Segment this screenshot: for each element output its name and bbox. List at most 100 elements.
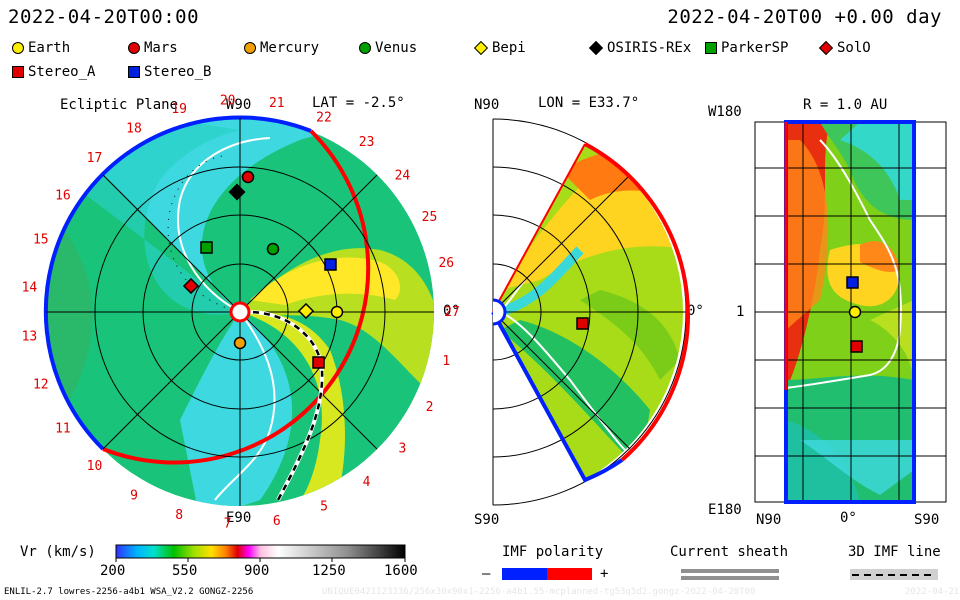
carrington-label: 25 xyxy=(422,210,438,225)
legend-parkersp: ParkerSP xyxy=(705,40,788,56)
colorbar-tick-1600: 1600 xyxy=(384,563,418,579)
legend-mars: Mars xyxy=(128,40,178,56)
mars-marker-icon xyxy=(128,42,140,54)
ecliptic-top-label: W90 xyxy=(226,97,252,113)
carrington-label: 21 xyxy=(269,96,285,111)
ecliptic-bottom-label: E90 xyxy=(226,510,252,526)
venus-marker-icon xyxy=(266,242,280,256)
carrington-label: 14 xyxy=(22,280,38,295)
legend-label: OSIRIS-REx xyxy=(607,40,692,56)
carrington-label: 11 xyxy=(55,422,71,437)
earth-marker-icon xyxy=(330,305,344,319)
ecliptic-right-label: 0° xyxy=(443,303,460,319)
carrington-label: 22 xyxy=(316,110,332,125)
stereo-b-marker-icon xyxy=(846,276,859,289)
legend-osiris-rex: OSIRIS-REx xyxy=(588,40,692,56)
stereo-a-marker-icon xyxy=(850,340,863,353)
carrington-label: 7 xyxy=(224,517,232,532)
datetime-label: 2022-04-20T00:00 xyxy=(8,6,200,28)
earth-marker-icon xyxy=(12,42,24,54)
legend-mercury: Mercury xyxy=(244,40,319,56)
colorbar-ticks xyxy=(115,558,406,562)
colorbar-tick-1250: 1250 xyxy=(312,563,346,579)
legend-label: ParkerSP xyxy=(721,40,789,56)
venus-marker-icon xyxy=(359,42,371,54)
carrington-label: 23 xyxy=(359,135,375,150)
carrington-label: 5 xyxy=(320,500,328,515)
legend-earth: Earth xyxy=(12,40,70,56)
stereo-b-marker-icon xyxy=(128,66,140,78)
legend-label: Venus xyxy=(375,40,418,56)
meridional-top-label: N90 xyxy=(474,97,500,113)
carrington-label: 3 xyxy=(398,441,406,456)
parker-marker-icon xyxy=(705,42,717,54)
stereo-a-marker-icon xyxy=(576,317,589,330)
model-footer: ENLIL-2.7 lowres-2256-a4b1 WSA_V2.2 GONG… xyxy=(4,587,254,597)
shell-x-right: S90 xyxy=(914,512,940,528)
carrington-label: 2 xyxy=(426,400,434,415)
legend-label: SolO xyxy=(837,40,871,56)
colorbar-tick-550: 550 xyxy=(172,563,198,579)
legend-stereo-b: Stereo_B xyxy=(128,64,211,80)
carrington-label: 1 xyxy=(442,354,450,369)
carrington-label: 6 xyxy=(273,514,281,529)
stereo-b-marker-icon xyxy=(324,258,337,271)
legend-label: Earth xyxy=(28,40,71,56)
meridional-bottom-label: S90 xyxy=(474,512,500,528)
current-sheath-swatch xyxy=(681,569,779,573)
legend-label: Stereo_B xyxy=(144,64,212,80)
imf-negative-swatch xyxy=(502,568,547,580)
latitude-label: LAT = -2.5° xyxy=(312,95,405,111)
ecliptic-title: Ecliptic Plane xyxy=(60,97,179,113)
carrington-label: 12 xyxy=(33,378,49,393)
shell-top-left: W180 xyxy=(708,104,742,120)
imf-3d-label: 3D IMF line xyxy=(848,544,941,560)
run-id-footer: UNIQUE0421123336/256x30x90x1-2256-a4b1.5… xyxy=(322,587,756,597)
legend-venus: Venus xyxy=(359,40,417,56)
mars-marker-icon xyxy=(241,170,255,184)
bepi-marker-icon xyxy=(297,302,315,320)
colorbar-tick-200: 200 xyxy=(100,563,126,579)
carrington-label: 15 xyxy=(33,233,49,248)
carrington-label: 16 xyxy=(55,189,71,204)
shell-x-left: N90 xyxy=(756,512,782,528)
earth-marker-icon xyxy=(848,305,862,319)
carrington-label: 27 xyxy=(444,305,460,320)
longitude-label: LON = E33.7° xyxy=(538,95,640,111)
imf-plus-label: + xyxy=(600,566,609,582)
shell-title: R = 1.0 AU xyxy=(803,97,888,113)
carrington-label: 20 xyxy=(220,93,236,108)
colorbar-tick-900: 900 xyxy=(244,563,270,579)
legend-label: Bepi xyxy=(492,40,526,56)
imf-polarity-label: IMF polarity xyxy=(502,544,604,560)
meridional-right-label: 0° xyxy=(687,303,704,319)
shell-bottom-left: E180 xyxy=(708,502,742,518)
legend-bepi: Bepi xyxy=(473,40,526,56)
carrington-label: 19 xyxy=(171,102,187,117)
stereo-a-marker-icon xyxy=(312,356,325,369)
current-sheath-label: Current sheath xyxy=(670,544,789,560)
carrington-label: 9 xyxy=(130,489,138,504)
legend-label: Mercury xyxy=(260,40,320,56)
mercury-marker-icon xyxy=(233,336,247,350)
carrington-label: 4 xyxy=(363,475,371,490)
parker-marker-icon xyxy=(200,241,213,254)
legend-label: Stereo_A xyxy=(28,64,96,80)
mercury-marker-icon xyxy=(244,42,256,54)
date-footer: 2022-04-21 xyxy=(905,587,960,597)
imf-positive-swatch xyxy=(547,568,592,580)
shell-mid-left: 1 xyxy=(736,304,745,320)
carrington-label: 10 xyxy=(87,459,103,474)
carrington-label: 26 xyxy=(438,256,454,271)
day-offset-label: 2022-04-20T00 +0.00 day xyxy=(667,6,942,28)
solo-marker-icon xyxy=(182,277,200,295)
colorbar-label: Vr (km/s) xyxy=(20,544,96,560)
carrington-label: 8 xyxy=(175,508,183,523)
legend-solo: SolO xyxy=(818,40,871,56)
stereo-a-marker-icon xyxy=(12,66,24,78)
meridional-plane-map xyxy=(491,118,690,506)
shell-map xyxy=(754,120,947,504)
